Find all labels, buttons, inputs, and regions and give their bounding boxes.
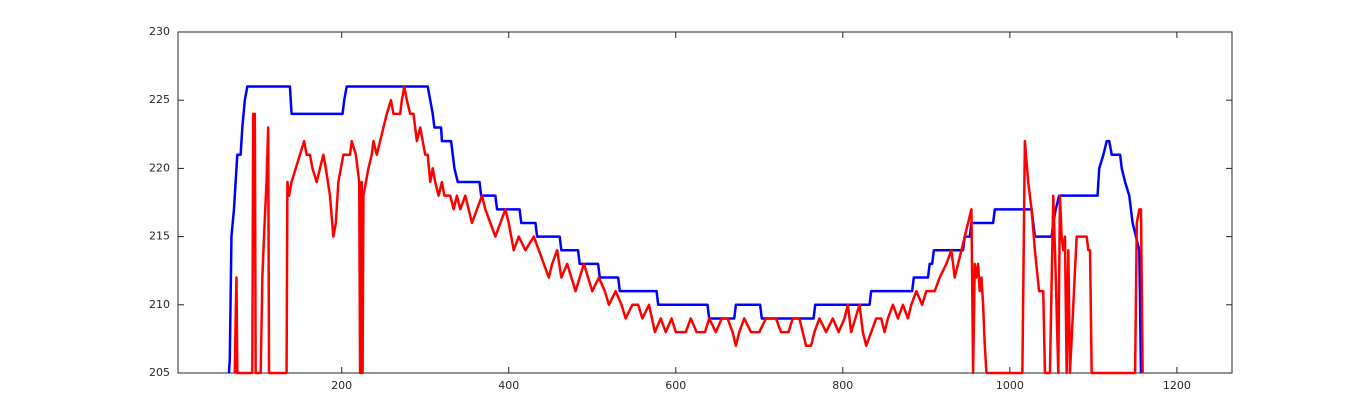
y-tick-label: 205	[149, 366, 170, 379]
x-tick-label: 1200	[1163, 379, 1191, 392]
series-line	[227, 85, 1143, 374]
y-tick-label: 225	[149, 93, 170, 106]
x-tick-label: 800	[832, 379, 853, 392]
y-tick-label: 230	[149, 25, 170, 38]
x-tick-label: 600	[665, 379, 686, 392]
x-tick-label: 200	[331, 379, 352, 392]
y-tick-label: 210	[149, 298, 170, 311]
x-tick-label: 400	[498, 379, 519, 392]
series-line	[233, 85, 1144, 375]
y-tick-label: 220	[149, 161, 170, 174]
x-tick-label: 1000	[996, 379, 1024, 392]
y-tick-label: 215	[149, 230, 170, 243]
